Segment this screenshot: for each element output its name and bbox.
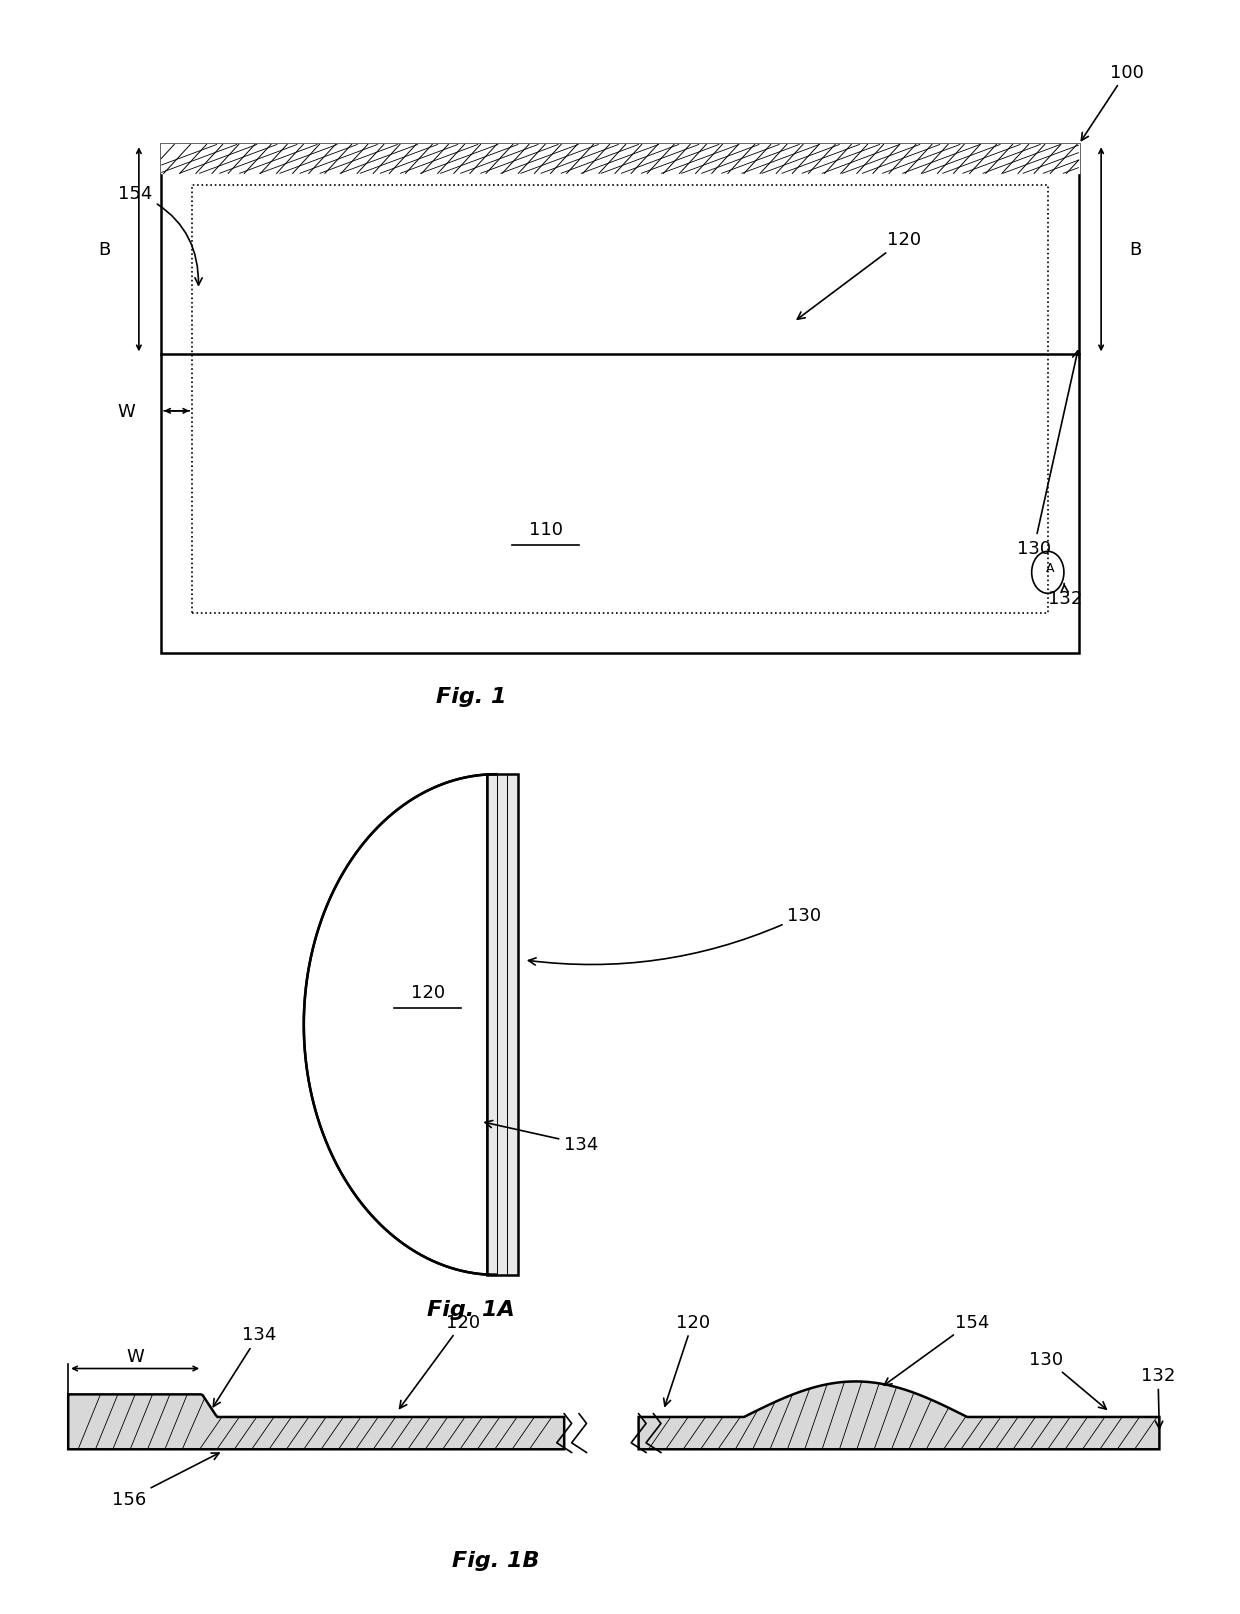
Text: 110: 110 (528, 520, 563, 539)
Text: 130: 130 (1017, 352, 1080, 557)
Polygon shape (486, 775, 518, 1275)
Text: A: A (1047, 562, 1054, 575)
Text: 132: 132 (1141, 1365, 1176, 1428)
Text: W: W (118, 402, 135, 421)
Text: 132: 132 (1048, 584, 1083, 607)
Polygon shape (639, 1382, 1159, 1449)
Text: 100: 100 (1081, 63, 1143, 142)
Text: 120: 120 (410, 983, 445, 1002)
Text: 120: 120 (663, 1312, 711, 1406)
Text: B: B (98, 240, 110, 260)
Text: 130: 130 (1029, 1349, 1106, 1409)
Text: W: W (126, 1346, 144, 1365)
Text: 134: 134 (213, 1325, 277, 1407)
Text: 154: 154 (884, 1312, 990, 1385)
Text: 120: 120 (797, 231, 921, 320)
Text: 134: 134 (485, 1120, 599, 1152)
Text: Fig. 1B: Fig. 1B (453, 1549, 539, 1569)
Text: 154: 154 (118, 184, 202, 286)
Text: 120: 120 (399, 1312, 481, 1409)
Text: B: B (1130, 240, 1142, 260)
Text: 130: 130 (528, 905, 822, 965)
Text: Fig. 1A: Fig. 1A (428, 1299, 515, 1319)
Text: 156: 156 (112, 1453, 219, 1507)
Text: Fig. 1: Fig. 1 (436, 686, 506, 705)
Polygon shape (68, 1394, 564, 1449)
